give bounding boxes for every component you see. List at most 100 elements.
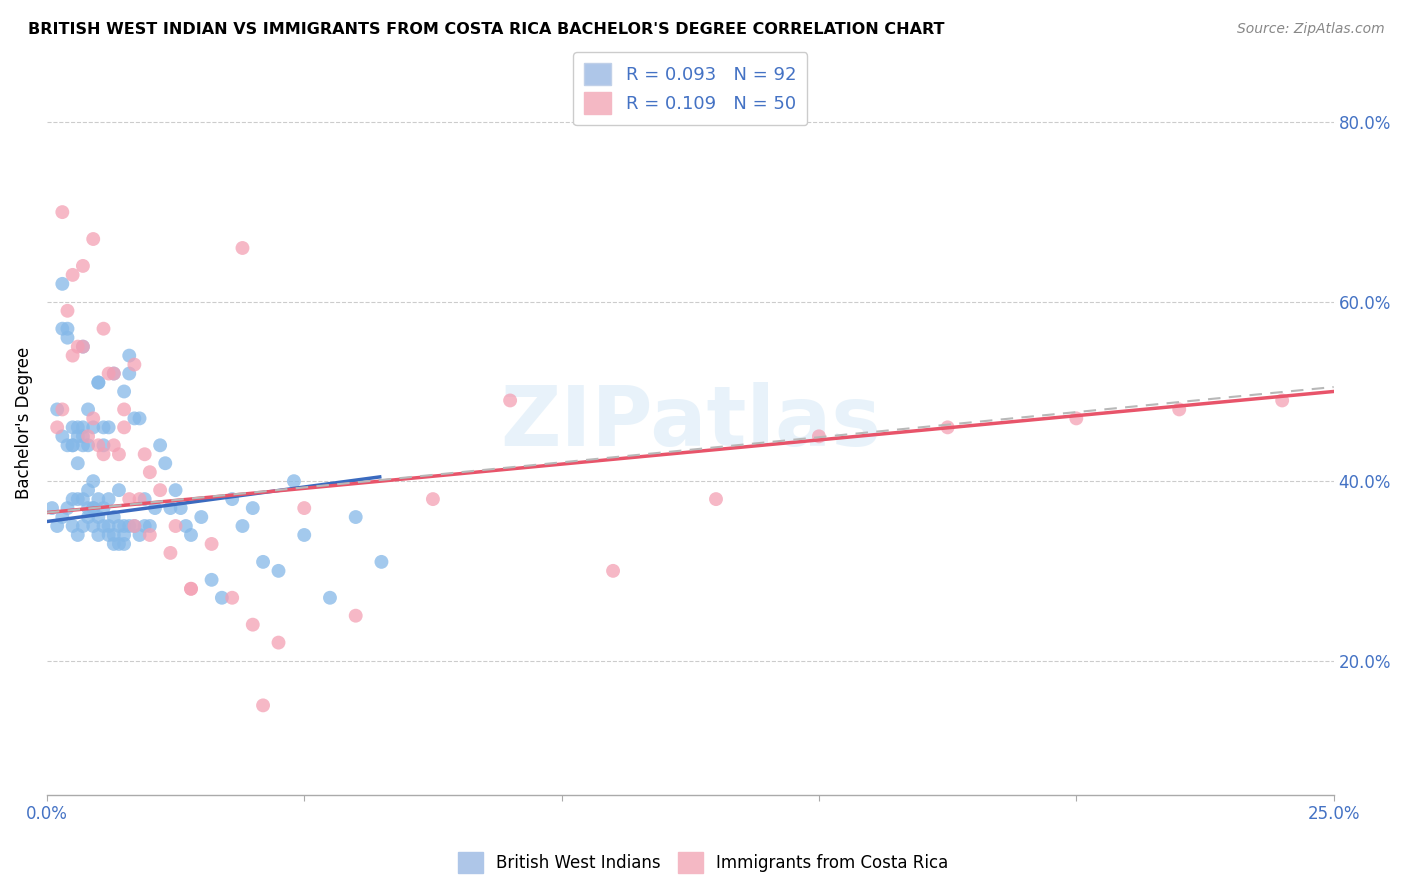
Point: [87, 528, 110, 542]
Legend: British West Indians, Immigrants from Costa Rica: British West Indians, Immigrants from Co…: [451, 846, 955, 880]
Point: [87, 376, 110, 390]
Point: [112, 519, 135, 533]
Point: [292, 528, 315, 542]
Text: Source: ZipAtlas.com: Source: ZipAtlas.com: [1237, 22, 1385, 37]
Point: [51, 277, 73, 291]
Point: [108, 447, 131, 461]
Point: [221, 492, 243, 507]
Point: [72, 519, 94, 533]
Point: [51, 510, 73, 524]
Point: [62, 519, 84, 533]
Point: [46, 420, 69, 434]
Point: [66, 340, 89, 354]
Point: [118, 349, 141, 363]
Point: [108, 483, 131, 497]
Point: [124, 411, 146, 425]
Point: [56, 303, 79, 318]
Point: [112, 537, 135, 551]
Point: [62, 438, 84, 452]
Point: [155, 456, 177, 470]
Point: [72, 438, 94, 452]
Point: [77, 483, 100, 497]
Point: [66, 456, 89, 470]
Point: [82, 232, 104, 246]
Point: [103, 438, 125, 452]
Point: [134, 492, 156, 507]
Point: [252, 698, 274, 713]
Point: [66, 528, 89, 542]
Point: [108, 537, 131, 551]
Point: [149, 483, 172, 497]
Point: [97, 519, 120, 533]
Point: [93, 501, 115, 516]
Point: [51, 322, 73, 336]
Point: [82, 411, 104, 425]
Point: [46, 519, 69, 533]
Point: [72, 429, 94, 443]
Point: [139, 519, 162, 533]
Point: [936, 420, 959, 434]
Point: [62, 492, 84, 507]
Point: [103, 528, 125, 542]
Point: [72, 340, 94, 354]
Point: [124, 519, 146, 533]
Point: [51, 429, 73, 443]
Point: [165, 519, 187, 533]
Point: [159, 546, 181, 560]
Point: [180, 582, 202, 596]
Point: [200, 573, 222, 587]
Point: [103, 367, 125, 381]
Point: [72, 340, 94, 354]
Point: [211, 591, 233, 605]
Point: [56, 501, 79, 516]
Point: [77, 402, 100, 417]
Point: [165, 483, 187, 497]
Point: [139, 465, 162, 479]
Point: [77, 438, 100, 452]
Point: [283, 474, 305, 488]
Point: [112, 528, 135, 542]
Point: [134, 519, 156, 533]
Point: [82, 519, 104, 533]
Point: [180, 528, 202, 542]
Point: [82, 501, 104, 516]
Point: [124, 519, 146, 533]
Point: [231, 519, 253, 533]
Text: BRITISH WEST INDIAN VS IMMIGRANTS FROM COSTA RICA BACHELOR'S DEGREE CORRELATION : BRITISH WEST INDIAN VS IMMIGRANTS FROM C…: [28, 22, 945, 37]
Point: [87, 438, 110, 452]
Point: [82, 474, 104, 488]
Point: [143, 501, 166, 516]
Point: [267, 635, 290, 649]
Point: [66, 429, 89, 443]
Point: [124, 358, 146, 372]
Point: [41, 501, 63, 516]
Point: [149, 438, 172, 452]
Point: [159, 501, 181, 516]
Point: [319, 591, 342, 605]
Point: [108, 519, 131, 533]
Point: [77, 501, 100, 516]
Point: [112, 420, 135, 434]
Point: [82, 420, 104, 434]
Point: [103, 367, 125, 381]
Point: [51, 205, 73, 219]
Point: [56, 322, 79, 336]
Point: [103, 510, 125, 524]
Point: [1168, 402, 1191, 417]
Point: [62, 420, 84, 434]
Point: [97, 420, 120, 434]
Point: [72, 259, 94, 273]
Point: [267, 564, 290, 578]
Point: [807, 429, 830, 443]
Point: [1271, 393, 1294, 408]
Point: [93, 447, 115, 461]
Point: [170, 501, 193, 516]
Point: [200, 537, 222, 551]
Point: [46, 402, 69, 417]
Point: [72, 420, 94, 434]
Point: [77, 510, 100, 524]
Point: [252, 555, 274, 569]
Point: [370, 555, 392, 569]
Point: [118, 519, 141, 533]
Point: [87, 510, 110, 524]
